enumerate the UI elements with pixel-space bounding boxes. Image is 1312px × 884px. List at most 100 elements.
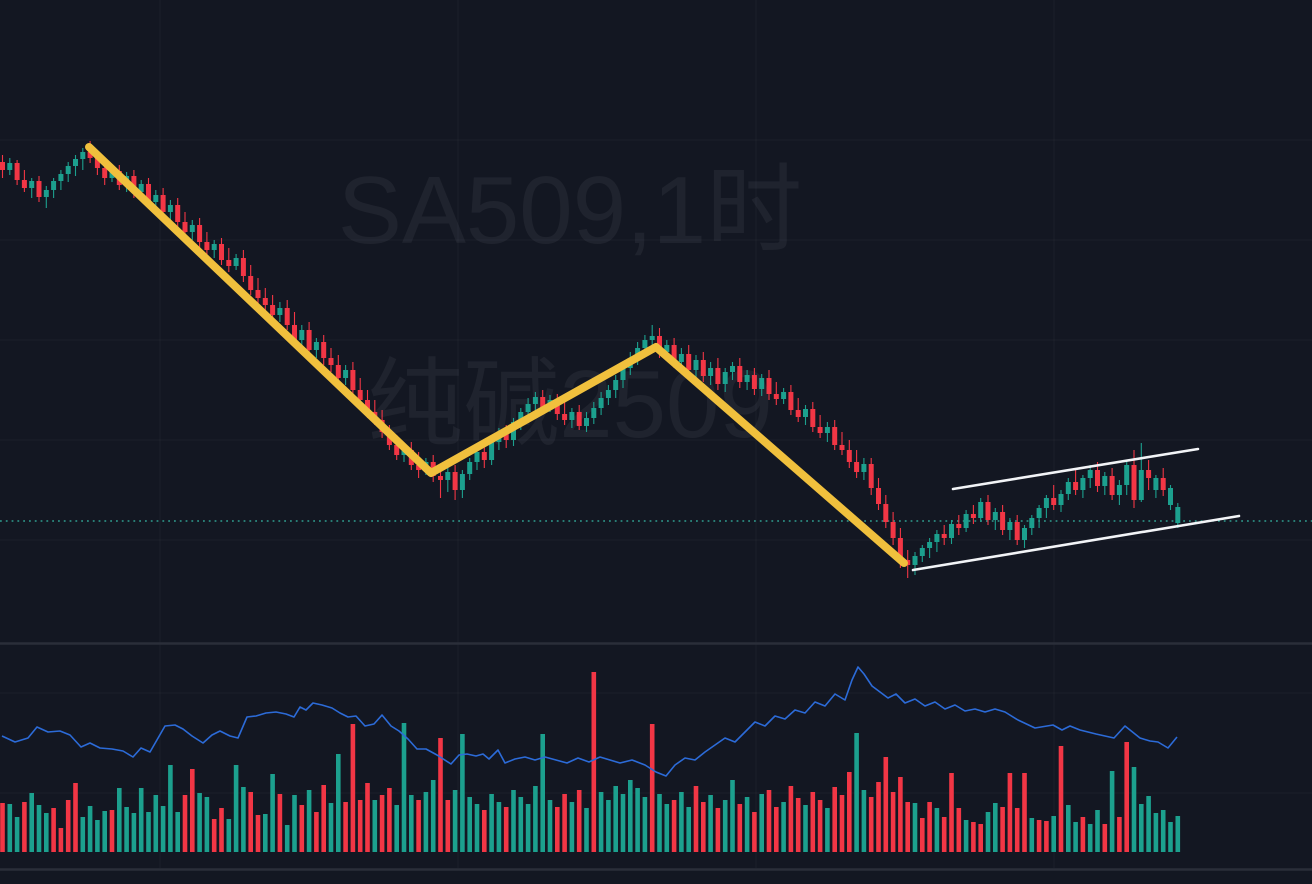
candle [751,368,757,395]
candle [1014,515,1020,545]
volume-bar [584,808,589,852]
candle-body [1116,485,1122,495]
volume-bar [489,794,494,852]
candle-body [233,258,239,266]
volume-bar [993,803,998,852]
candle [773,382,779,405]
volume-bar [343,802,348,852]
volume-bar [576,790,582,852]
volume-bar [1117,817,1122,852]
candle [810,402,816,432]
candle-body [897,538,903,560]
candle [1000,505,1006,535]
volume-bar [160,806,166,852]
candle [839,432,845,455]
candle-body [708,368,714,376]
volume-bar [715,808,721,852]
candle [204,232,210,255]
volume-bar [1058,746,1064,852]
volume-bar [124,807,129,852]
candle-body [700,360,706,376]
candle-body [146,184,151,202]
candle-body [715,368,721,384]
candle-body [781,392,787,399]
volume-bar [927,802,932,852]
candle-body [678,354,684,362]
volume-bar [233,765,239,852]
candle [43,186,49,208]
volume-bar [876,782,881,852]
channel-upper-line[interactable] [951,447,1200,491]
volume-bar [1109,771,1115,852]
candlestick-series [0,141,1181,578]
volume-bar [1080,817,1086,852]
volume-bar [1051,816,1056,852]
volume-bar [664,804,670,852]
volume-bar [795,798,801,852]
candle-body [605,390,611,398]
volume-series [0,672,1181,852]
candle [868,458,874,495]
volume-bar [321,785,326,852]
candle [452,465,458,500]
candle-body [868,464,874,488]
candle-body [94,158,100,168]
candle-body [21,180,27,188]
candle [722,368,728,392]
candle-body [803,409,808,417]
candle [350,362,356,395]
candle [459,470,465,498]
candle [1102,472,1108,495]
volume-bar [781,802,786,852]
candle [65,162,71,182]
candle-body [1160,478,1166,490]
volume-bar [496,802,502,852]
volume-bar [44,813,49,852]
volume-bar [80,817,86,852]
candle-body [240,258,246,276]
candle-body [14,163,20,180]
volume-bar [102,811,107,852]
volume-bar [1036,820,1042,852]
volume-bar [474,804,480,852]
candle-body [160,195,166,212]
candle-body [350,370,356,390]
candle [175,198,181,228]
candle-body [284,308,290,325]
volume-bar [562,794,567,852]
candle [941,525,947,545]
candle-body [1065,482,1071,494]
candle-body [182,222,188,232]
volume-bar [606,800,611,852]
candle-body [861,464,867,472]
candle [248,265,254,295]
candle-body [978,502,984,518]
candle [321,335,327,365]
candle-body [620,368,626,380]
candle [584,412,589,432]
volume-bar [868,797,874,852]
candle-body [722,372,728,384]
candle [883,495,889,528]
candle [1065,478,1071,500]
volume-bar [963,820,969,852]
volume-bar [766,790,772,852]
zigzag-trend-drawing[interactable] [85,143,908,567]
candle [788,385,794,415]
volume-bar [854,733,859,852]
volume-bar [423,792,429,852]
channel-lower-line[interactable] [911,514,1241,572]
candle-body [1014,522,1020,540]
candle-body [1124,465,1130,485]
candle [700,352,706,382]
candle [956,515,962,535]
candle [730,362,735,380]
volume-bar [284,825,290,852]
candle [985,495,991,525]
volume-bar [241,787,246,852]
volume-bar [306,790,312,852]
candle-body [277,308,283,315]
candle [576,405,582,430]
